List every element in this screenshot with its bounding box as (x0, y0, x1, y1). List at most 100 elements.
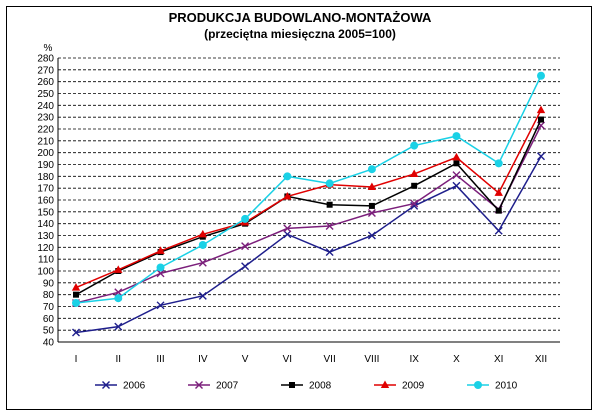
data-point-2007 (367, 209, 376, 218)
series-2006 (72, 152, 545, 337)
y-tick-label: 240 (37, 101, 54, 112)
data-point-2007 (452, 171, 461, 180)
data-point-2010 (367, 165, 376, 174)
x-tick-label: IV (198, 354, 208, 365)
y-tick-label: 180 (37, 172, 54, 183)
x-tick-label: X (453, 354, 460, 365)
data-point-2007 (114, 288, 123, 297)
data-point-2007 (198, 258, 207, 267)
data-point-2009 (409, 169, 419, 177)
data-point-2008 (411, 182, 418, 189)
legend-marker (102, 381, 110, 389)
legend-marker (474, 381, 482, 389)
legend-item-2007: 2007 (188, 381, 239, 392)
legend: 2006 2007 2008 2009 2010 (95, 380, 518, 392)
legend-item-2006: 2006 (95, 381, 146, 392)
data-point-2010 (494, 159, 503, 168)
y-tick-label: 80 (43, 290, 55, 301)
data-point-2007 (241, 242, 250, 251)
data-point-2010 (452, 132, 461, 141)
x-tick-label: VII (324, 354, 336, 365)
y-tick-label: 130 (37, 231, 54, 242)
y-tick-label: 270 (37, 65, 54, 76)
data-point-2007 (410, 199, 419, 208)
chart-frame (6, 6, 592, 410)
gridlines (58, 57, 560, 331)
y-tick-label: 90 (43, 278, 55, 289)
x-tick-label: VIII (364, 354, 379, 365)
data-point-2010 (72, 298, 80, 307)
data-point-2010 (283, 172, 292, 181)
y-axis-unit-label: % (44, 43, 53, 54)
series-2007 (72, 121, 545, 307)
y-tick-label: 140 (37, 219, 54, 230)
data-point-2010 (114, 294, 123, 303)
legend-label: 2010 (495, 381, 518, 392)
series-line-2009 (75, 109, 542, 289)
data-point-2006 (156, 301, 165, 310)
axes: 4050607080901001101201301401501601701801… (37, 54, 560, 365)
x-tick-label: IX (409, 354, 419, 365)
series-line-2007 (75, 125, 542, 304)
y-tick-label: 170 (37, 184, 54, 195)
data-point-2009 (198, 229, 208, 238)
y-tick-label: 200 (37, 148, 54, 159)
chart-title: PRODUKCJA BUDOWLANO-MONTAŻOWA (168, 10, 432, 25)
x-tick-label: XI (494, 354, 503, 365)
x-tick-label: I (75, 354, 78, 365)
data-point-2010 (156, 263, 165, 272)
series-2009 (71, 105, 546, 291)
x-tick-label: V (242, 354, 249, 365)
legend-label: 2009 (402, 381, 425, 392)
y-tick-label: 150 (37, 207, 54, 218)
data-point-2010 (325, 179, 334, 188)
data-point-2007 (283, 224, 292, 233)
data-point-2009 (494, 188, 503, 196)
data-point-2006 (198, 291, 207, 300)
y-tick-label: 210 (37, 136, 54, 147)
y-tick-label: 260 (37, 77, 54, 88)
data-point-2007 (325, 222, 334, 231)
series-line-2006 (75, 155, 542, 334)
data-point-2010 (537, 71, 545, 80)
y-tick-label: 60 (43, 314, 55, 325)
y-tick-label: 120 (37, 243, 54, 254)
x-tick-label: VI (283, 354, 292, 365)
series-2008 (73, 116, 544, 298)
y-tick-label: 50 (43, 326, 55, 337)
data-point-2010 (198, 240, 207, 249)
legend-item-2010: 2010 (467, 381, 518, 392)
data-point-2008 (538, 116, 544, 123)
data-point-2008 (368, 202, 375, 209)
y-tick-label: 250 (37, 89, 54, 100)
series-2010 (72, 71, 545, 307)
series-line-2010 (75, 75, 542, 304)
y-tick-label: 230 (37, 113, 54, 124)
y-tick-label: 190 (37, 160, 54, 171)
data-point-2009 (452, 152, 461, 161)
data-point-2006 (367, 231, 376, 240)
data-point-2006 (283, 230, 292, 239)
y-tick-label: 40 (43, 338, 55, 349)
x-tick-label: XII (535, 354, 547, 365)
data-point-2006 (325, 248, 334, 257)
chart-subtitle: (przeciętna miesięczna 2005=100) (204, 27, 396, 41)
data-point-2008 (73, 291, 79, 298)
data-point-2010 (241, 214, 250, 223)
data-point-2009 (536, 105, 546, 114)
data-point-2009 (367, 182, 377, 190)
data-point-2006 (241, 262, 250, 271)
legend-label: 2008 (309, 381, 332, 392)
data-point-2008 (495, 207, 502, 214)
data-point-2009 (283, 191, 292, 200)
x-tick-label: II (115, 354, 121, 365)
data-point-2006 (72, 328, 80, 337)
x-tick-label: III (156, 354, 164, 365)
data-point-2006 (452, 181, 461, 190)
data-point-2006 (494, 226, 503, 235)
legend-marker (195, 381, 203, 389)
data-point-2006 (114, 322, 123, 331)
data-point-2007 (156, 269, 165, 278)
y-tick-label: 220 (37, 125, 54, 136)
